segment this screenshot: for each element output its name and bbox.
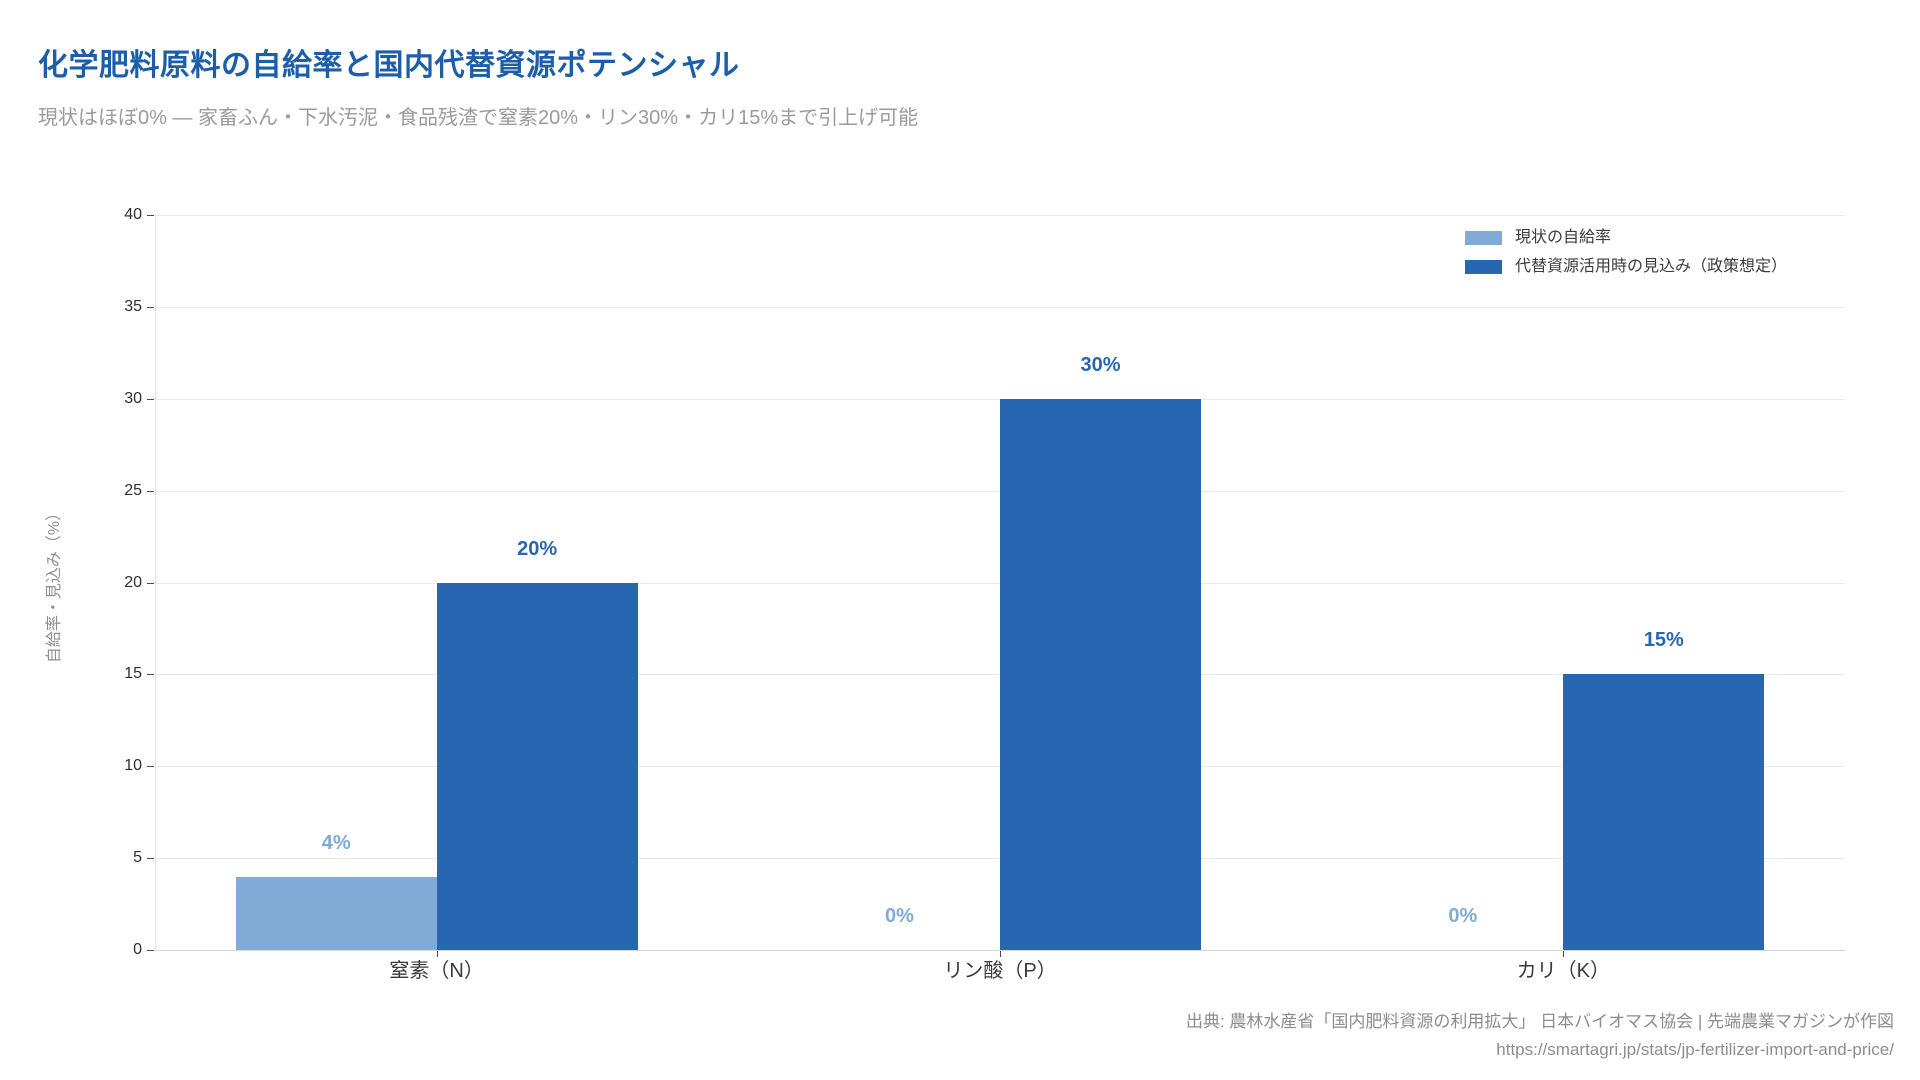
y-tick-mark-30 xyxy=(147,398,154,400)
legend: 現状の自給率代替資源活用時の見込み（政策想定） xyxy=(1465,228,1787,286)
bar-projection-1 xyxy=(1000,398,1201,950)
legend-label: 代替資源活用時の見込み（政策想定） xyxy=(1515,258,1788,275)
source-url: https://smartagri.jp/stats/jp-fertilizer… xyxy=(1496,1040,1894,1059)
gridline-y-35 xyxy=(155,306,1845,308)
legend-label: 現状の自給率 xyxy=(1515,229,1612,246)
y-tick-label-5: 5 xyxy=(133,849,142,867)
y-axis-title: 自給率・見込み（%） xyxy=(46,504,63,664)
y-tick-mark-25 xyxy=(147,490,154,492)
source-text: 出典: 農林水産省「国内肥料資源の利用拡大」 日本バイオマス協会 | 先端農業マ… xyxy=(1185,1012,1894,1031)
category-label-2: カリ（K） xyxy=(1516,960,1610,982)
y-tick-label-0: 0 xyxy=(133,941,142,958)
legend-swatch-icon xyxy=(1465,231,1502,245)
y-tick-label-35: 35 xyxy=(124,297,142,315)
source-note: 出典: 農林水産省「国内肥料資源の利用拡大」 日本バイオマス協会 | 先端農業マ… xyxy=(1186,1008,1894,1064)
y-tick-label-20: 20 xyxy=(124,573,142,591)
bar-value-label-projection-2: 15% xyxy=(1643,629,1684,652)
bar-value-label-projection-0: 20% xyxy=(517,537,558,560)
y-tick-label-10: 10 xyxy=(124,757,142,775)
y-tick-mark-20 xyxy=(147,582,154,584)
y-tick-label-40: 40 xyxy=(124,206,142,223)
y-tick-label-15: 15 xyxy=(124,665,142,683)
y-axis-spine xyxy=(155,215,156,950)
y-tick-mark-35 xyxy=(147,306,154,308)
page-subtitle: 現状はほぼ0% — 家畜ふん・下水汚泥・食品残渣で窒素20%・リン30%・カリ1… xyxy=(38,107,919,129)
x-tick-mark-1 xyxy=(1000,951,1001,957)
bar-value-label-current-2: 0% xyxy=(1448,905,1478,927)
category-label-0: 窒素（N） xyxy=(389,960,484,982)
x-tick-mark-2 xyxy=(1563,951,1565,957)
bar-value-label-projection-1: 30% xyxy=(1080,353,1121,376)
bar-projection-2 xyxy=(1563,674,1765,950)
legend-row-projection: 代替資源活用時の見込み（政策想定） xyxy=(1465,257,1787,277)
y-tick-mark-10 xyxy=(147,766,154,768)
y-tick-mark-15 xyxy=(147,674,154,676)
gridline-y-40 xyxy=(155,215,1845,216)
y-tick-label-30: 30 xyxy=(124,389,142,407)
x-tick-mark-0 xyxy=(436,951,438,957)
bar-value-label-current-1: 0% xyxy=(885,905,914,927)
y-tick-mark-0 xyxy=(147,950,154,951)
y-tick-mark-5 xyxy=(147,858,154,860)
bar-current-0 xyxy=(235,876,437,950)
y-tick-label-25: 25 xyxy=(124,481,142,499)
legend-row-current: 現状の自給率 xyxy=(1465,228,1787,248)
y-tick-mark-40 xyxy=(147,215,154,216)
page-title: 化学肥料原料の自給率と国内代替資源ポテンシャル xyxy=(38,49,740,82)
legend-swatch-icon xyxy=(1465,260,1502,274)
gridline-y-0 xyxy=(155,950,1845,951)
bar-projection-0 xyxy=(436,582,638,950)
category-label-1: リン酸（P） xyxy=(943,960,1057,982)
bar-value-label-current-0: 4% xyxy=(321,831,351,854)
